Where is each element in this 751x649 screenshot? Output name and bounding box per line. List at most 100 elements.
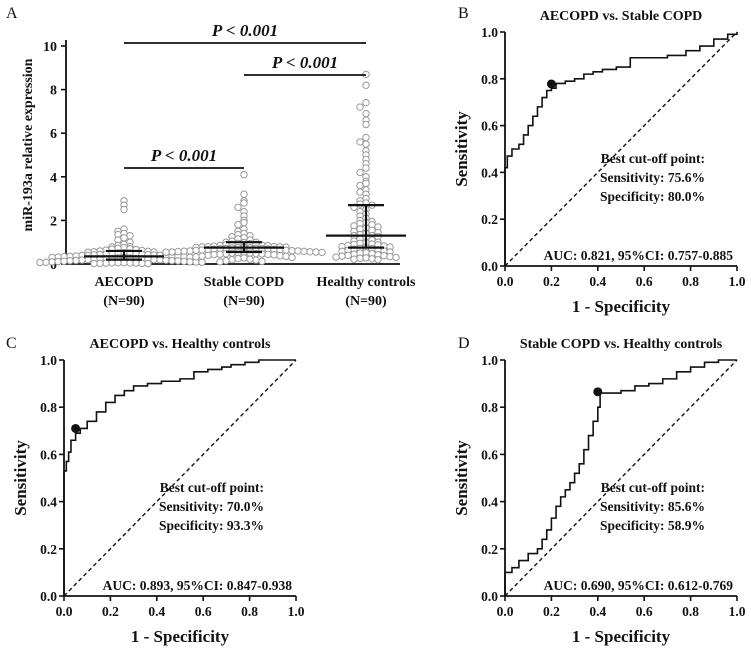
panel-a-data-point xyxy=(168,248,176,256)
panel-a-ytick-label: 2 xyxy=(50,214,57,229)
roc-xtick-label: 0.0 xyxy=(56,604,73,619)
panel-a-data-point xyxy=(78,256,86,264)
panel-a-letter: A xyxy=(6,5,18,22)
panel-a-data-point xyxy=(252,256,260,264)
panel-a-data-point xyxy=(344,251,352,259)
roc-curve xyxy=(504,32,738,266)
roc-xtick-label: 1.0 xyxy=(729,274,746,289)
roc-xtick-label: 0.0 xyxy=(497,274,514,289)
panel-a-data-point xyxy=(288,253,296,262)
panel-a-ytick-label: 10 xyxy=(43,40,57,55)
panel-a-data-point xyxy=(362,81,370,89)
roc-annotation-line: Specificity: 80.0% xyxy=(600,189,705,204)
roc-xtick-label: 0.6 xyxy=(636,604,653,619)
roc-ytick-label: 0.8 xyxy=(40,400,57,415)
panel-a-data-point xyxy=(66,257,74,265)
roc-reference-diagonal xyxy=(63,359,297,597)
panel-a-data-point xyxy=(60,257,68,265)
panel-a-data-point xyxy=(332,253,340,261)
roc-ytick-label: 1.0 xyxy=(481,25,498,40)
panel-a-data-point xyxy=(294,247,302,255)
panel-a-data-point xyxy=(180,257,188,266)
roc-auc-text: AUC: 0.893, 95%CI: 0.847-0.938 xyxy=(103,578,293,593)
panel-a-data-point xyxy=(264,250,272,259)
roc-auc-text: AUC: 0.690, 95%CI: 0.612-0.769 xyxy=(544,578,734,593)
panel-a-data-point xyxy=(72,256,80,265)
roc-curve xyxy=(63,359,296,596)
panel-a-data-point xyxy=(240,218,248,227)
panel-a-ytick-label: 8 xyxy=(50,84,57,99)
roc-xtick-label: 0.4 xyxy=(148,604,165,619)
roc-annotation-line: Best cut-off point: xyxy=(601,151,705,166)
panel-a-category-label: Stable COPD xyxy=(204,275,285,290)
roc-ytick-label: 0.0 xyxy=(481,259,498,274)
panel-a-data-point xyxy=(198,258,206,266)
roc-xtick-label: 0.4 xyxy=(589,604,606,619)
roc-xtick-label: 0.8 xyxy=(682,274,699,289)
panel-a-data-point xyxy=(356,181,364,190)
roc-xtick-label: 1.0 xyxy=(288,604,305,619)
panel-a-category-label: AECOPD xyxy=(94,275,153,290)
roc-title: AECOPD vs. Healthy controls xyxy=(90,337,272,352)
roc-ytick-label: 0.6 xyxy=(481,447,498,462)
panel-a-data-point xyxy=(362,179,370,188)
panel-a-data-point xyxy=(96,259,104,268)
roc-ytick-label: 0.0 xyxy=(40,589,57,604)
roc-curve xyxy=(504,359,737,596)
panel-a-data-point xyxy=(240,199,248,207)
panel-a-data-point xyxy=(356,138,364,146)
roc-cutoff-point xyxy=(593,387,603,397)
panel-a-data-point xyxy=(362,120,370,129)
roc-annotation-line: Sensitivity: 75.6% xyxy=(600,170,705,185)
panel-d-roc: D Stable COPD vs. Healthy controls 0.00.0… xyxy=(452,335,746,646)
panel-a-data-point xyxy=(270,251,278,259)
panel-a-data-point xyxy=(362,164,370,172)
panel-a-data-point xyxy=(380,252,388,260)
roc-xtick-label: 0.2 xyxy=(543,274,560,289)
roc-ytick-label: 0.4 xyxy=(481,495,498,510)
roc-xtick-label: 0.0 xyxy=(497,604,514,619)
panel-a-data-point xyxy=(300,247,308,256)
panel-a-data-point xyxy=(162,248,170,256)
panel-a-data-point xyxy=(312,248,320,256)
roc-xtick-label: 0.2 xyxy=(543,604,560,619)
panel-a-data-point xyxy=(168,257,176,265)
panel-a-data-point xyxy=(234,254,242,263)
panel-a-data-point xyxy=(192,246,200,255)
panel-a-pvalue-label: P < 0.001 xyxy=(150,146,217,165)
roc-ytick-label: 0.0 xyxy=(481,589,498,604)
panel-a-category-n: (N=90) xyxy=(345,294,387,309)
panel-a-data-point xyxy=(240,190,248,198)
panel-a-data-point xyxy=(362,109,370,118)
roc-annotation-line: Sensitivity: 70.0% xyxy=(159,499,264,514)
panel-a-data-point xyxy=(306,248,314,256)
panel-a-data-point xyxy=(356,254,364,263)
panel-a-data-point xyxy=(186,247,194,255)
roc-reference-diagonal xyxy=(504,31,738,267)
panel-a-scatter: A miR-193a relative expression 0 2 4 6 8 10 AE… xyxy=(6,5,416,309)
panel-a-data-point xyxy=(162,256,170,264)
roc-xlabel: 1 - Specificity xyxy=(131,627,230,646)
roc-ytick-label: 1.0 xyxy=(40,353,57,368)
roc-ytick-label: 1.0 xyxy=(481,353,498,368)
roc-xlabel: 1 - Specificity xyxy=(572,627,671,646)
panel-a-data-point xyxy=(356,168,364,177)
panel-a-data-point xyxy=(318,248,326,257)
roc-ytick-label: 0.6 xyxy=(481,119,498,134)
roc-ylabel: Sensitivity xyxy=(452,111,471,187)
panel-a-data-point xyxy=(240,254,248,262)
panel-a-ytick-label: 6 xyxy=(50,127,57,142)
panel-a-ytick-label: 0 xyxy=(50,258,57,273)
panel-a-data-point xyxy=(368,255,376,263)
panel-a-data-point xyxy=(120,205,128,214)
roc-annotation-line: Sensitivity: 85.6% xyxy=(600,499,705,514)
panel-a-data-point xyxy=(198,252,206,260)
roc-xtick-label: 0.8 xyxy=(241,604,258,619)
panel-a-data-point xyxy=(90,259,98,268)
roc-ytick-label: 0.2 xyxy=(481,542,498,557)
panel-a-data-point xyxy=(386,252,394,261)
panel-a-data-point xyxy=(102,259,110,267)
roc-ytick-label: 0.4 xyxy=(481,165,498,180)
panel-a-data-point xyxy=(338,252,346,260)
